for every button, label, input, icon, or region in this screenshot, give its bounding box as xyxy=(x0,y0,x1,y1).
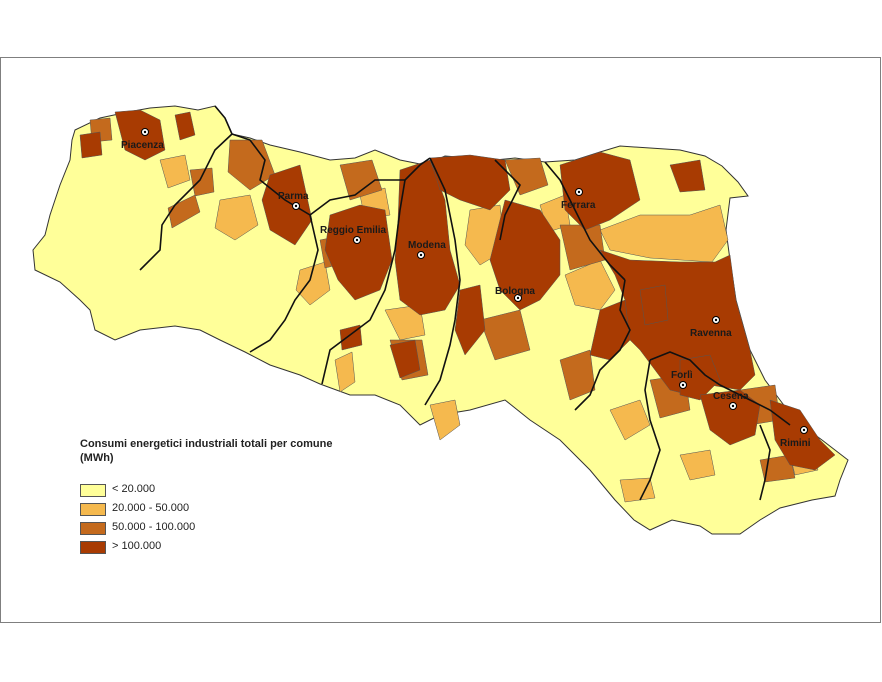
legend-label: < 20.000 xyxy=(112,483,156,495)
class-over-100-areas xyxy=(79,109,836,471)
city-label-modena: Modena xyxy=(408,240,446,251)
province-boundaries xyxy=(139,105,791,501)
legend: Consumi energetici industriali totali pe… xyxy=(80,437,340,558)
legend-item-under-20000: < 20.000 xyxy=(80,482,340,501)
legend-swatch xyxy=(80,503,106,516)
legend-label: 50.000 - 100.000 xyxy=(112,521,196,533)
legend-item-50000-100000: 50.000 - 100.000 xyxy=(80,520,340,539)
city-label-bologna: Bologna xyxy=(495,286,535,297)
legend-item-20000-50000: 20.000 - 50.000 xyxy=(80,501,340,520)
city-label-parma: Parma xyxy=(278,191,309,202)
legend-swatch xyxy=(80,484,106,497)
legend-label: > 100.000 xyxy=(112,540,162,552)
legend-label: 20.000 - 50.000 xyxy=(112,502,190,514)
city-label-ravenna: Ravenna xyxy=(690,328,732,339)
city-label-forli: Forlì xyxy=(671,370,693,381)
legend-title: Consumi energetici industriali totali pe… xyxy=(80,438,333,464)
city-label-piacenza: Piacenza xyxy=(121,140,164,151)
city-label-cesena: Cesena xyxy=(713,391,749,402)
legend-item-over-100000: > 100.000 xyxy=(80,539,340,558)
legend-swatch xyxy=(80,522,106,535)
city-label-reggio-emilia: Reggio Emilia xyxy=(320,225,387,236)
city-label-ferrara: Ferrara xyxy=(561,200,596,211)
city-label-rimini: Rimini xyxy=(780,438,811,449)
legend-swatch xyxy=(80,541,106,554)
